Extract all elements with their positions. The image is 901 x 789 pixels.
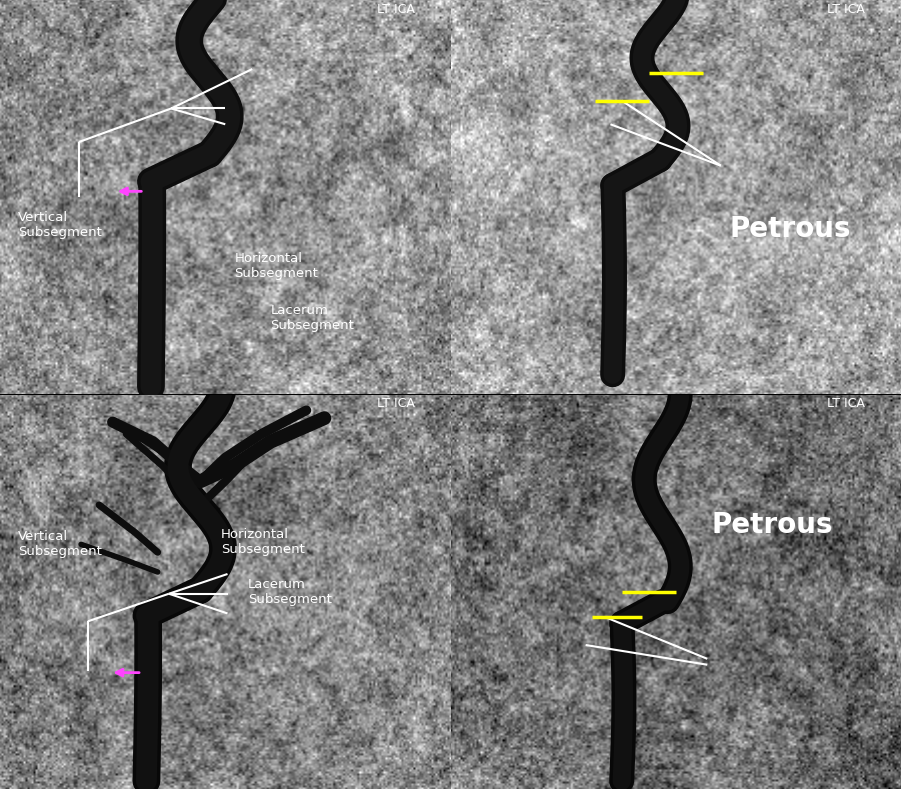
Text: Lacerum
Subsegment: Lacerum Subsegment <box>270 304 354 331</box>
Text: Petrous: Petrous <box>730 215 851 243</box>
Text: Horizontal
Subsegment: Horizontal Subsegment <box>221 529 305 556</box>
Text: Vertical
Subsegment: Vertical Subsegment <box>18 211 102 239</box>
Text: Petrous: Petrous <box>712 510 833 539</box>
Text: Horizontal
Subsegment: Horizontal Subsegment <box>234 252 318 280</box>
Text: LT ICA: LT ICA <box>377 398 414 410</box>
Text: Vertical
Subsegment: Vertical Subsegment <box>18 530 102 559</box>
Text: Lacerum
Subsegment: Lacerum Subsegment <box>248 578 332 606</box>
Text: LT ICA: LT ICA <box>827 3 865 16</box>
Text: LT ICA: LT ICA <box>377 3 414 16</box>
Text: LT ICA: LT ICA <box>827 398 865 410</box>
